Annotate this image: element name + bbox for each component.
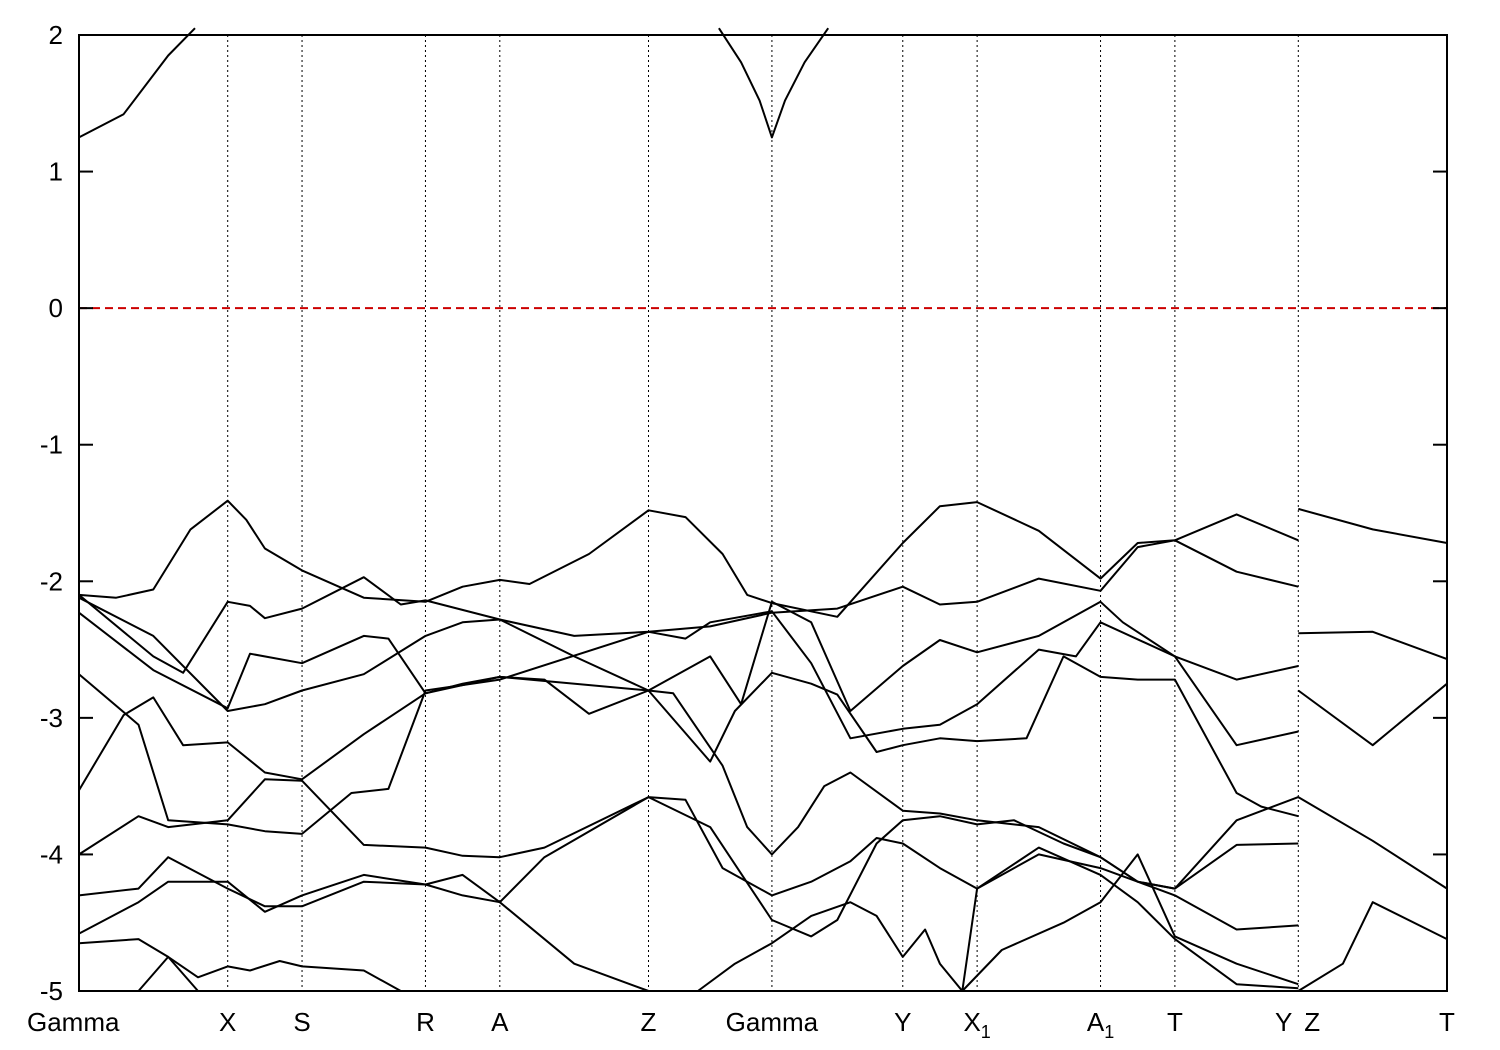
band-line (78, 611, 1299, 818)
band-line (78, 873, 649, 992)
x-tick-label: Z (641, 1007, 657, 1037)
x-tick-label: Gamma (27, 1007, 120, 1037)
band-line (78, 675, 1299, 890)
kpoint-divider-lines (227, 35, 1299, 991)
band-line (78, 27, 196, 139)
band-line (1297, 901, 1448, 992)
x-tick-label: S (293, 1007, 310, 1037)
band-line (78, 539, 1299, 674)
y-tick-label: -3 (40, 703, 63, 733)
y-tick-label: -1 (40, 430, 63, 460)
band-line (1297, 682, 1448, 747)
y-tick-label: 0 (49, 293, 63, 323)
band-line (78, 610, 1299, 835)
band-line (78, 499, 1299, 618)
y-tick-label: -5 (40, 976, 63, 1006)
y-tick-label: -2 (40, 566, 63, 596)
plot-frame (78, 34, 1448, 992)
x-tick-label: X1 (963, 1007, 990, 1042)
band-line (78, 778, 1299, 938)
band-line (78, 938, 199, 992)
x-tick-label: Y (1275, 1007, 1292, 1037)
band-line (1298, 507, 1448, 544)
band-line (1297, 796, 1448, 890)
x-tick-label: Z (1304, 1007, 1320, 1037)
band-line (961, 846, 1299, 992)
band-line (961, 853, 1299, 992)
band-lines (78, 27, 1448, 992)
x-axis-tick-labels: Gamma X S R A Z Gamma Y X1 A1 T Y Z T (27, 1007, 1455, 1042)
x-tick-label: A (491, 1007, 509, 1037)
y-axis-ticks: 2 1 0 -1 -2 -3 -4 -5 (40, 20, 1447, 1006)
band-line (718, 27, 830, 139)
y-tick-label: -4 (40, 839, 63, 869)
band-line (697, 901, 964, 992)
x-tick-label: Gamma (726, 1007, 819, 1037)
x-tick-label: X (219, 1007, 236, 1037)
x-tick-label: R (416, 1007, 435, 1037)
x-tick-label: A1 (1087, 1007, 1114, 1042)
band-line (137, 955, 402, 992)
x-tick-label: T (1167, 1007, 1183, 1037)
band-line (1298, 630, 1448, 661)
x-tick-label: Y (894, 1007, 911, 1037)
x-tick-label: T (1439, 1007, 1455, 1037)
y-tick-label: 2 (49, 20, 63, 50)
y-tick-label: 1 (49, 157, 63, 187)
